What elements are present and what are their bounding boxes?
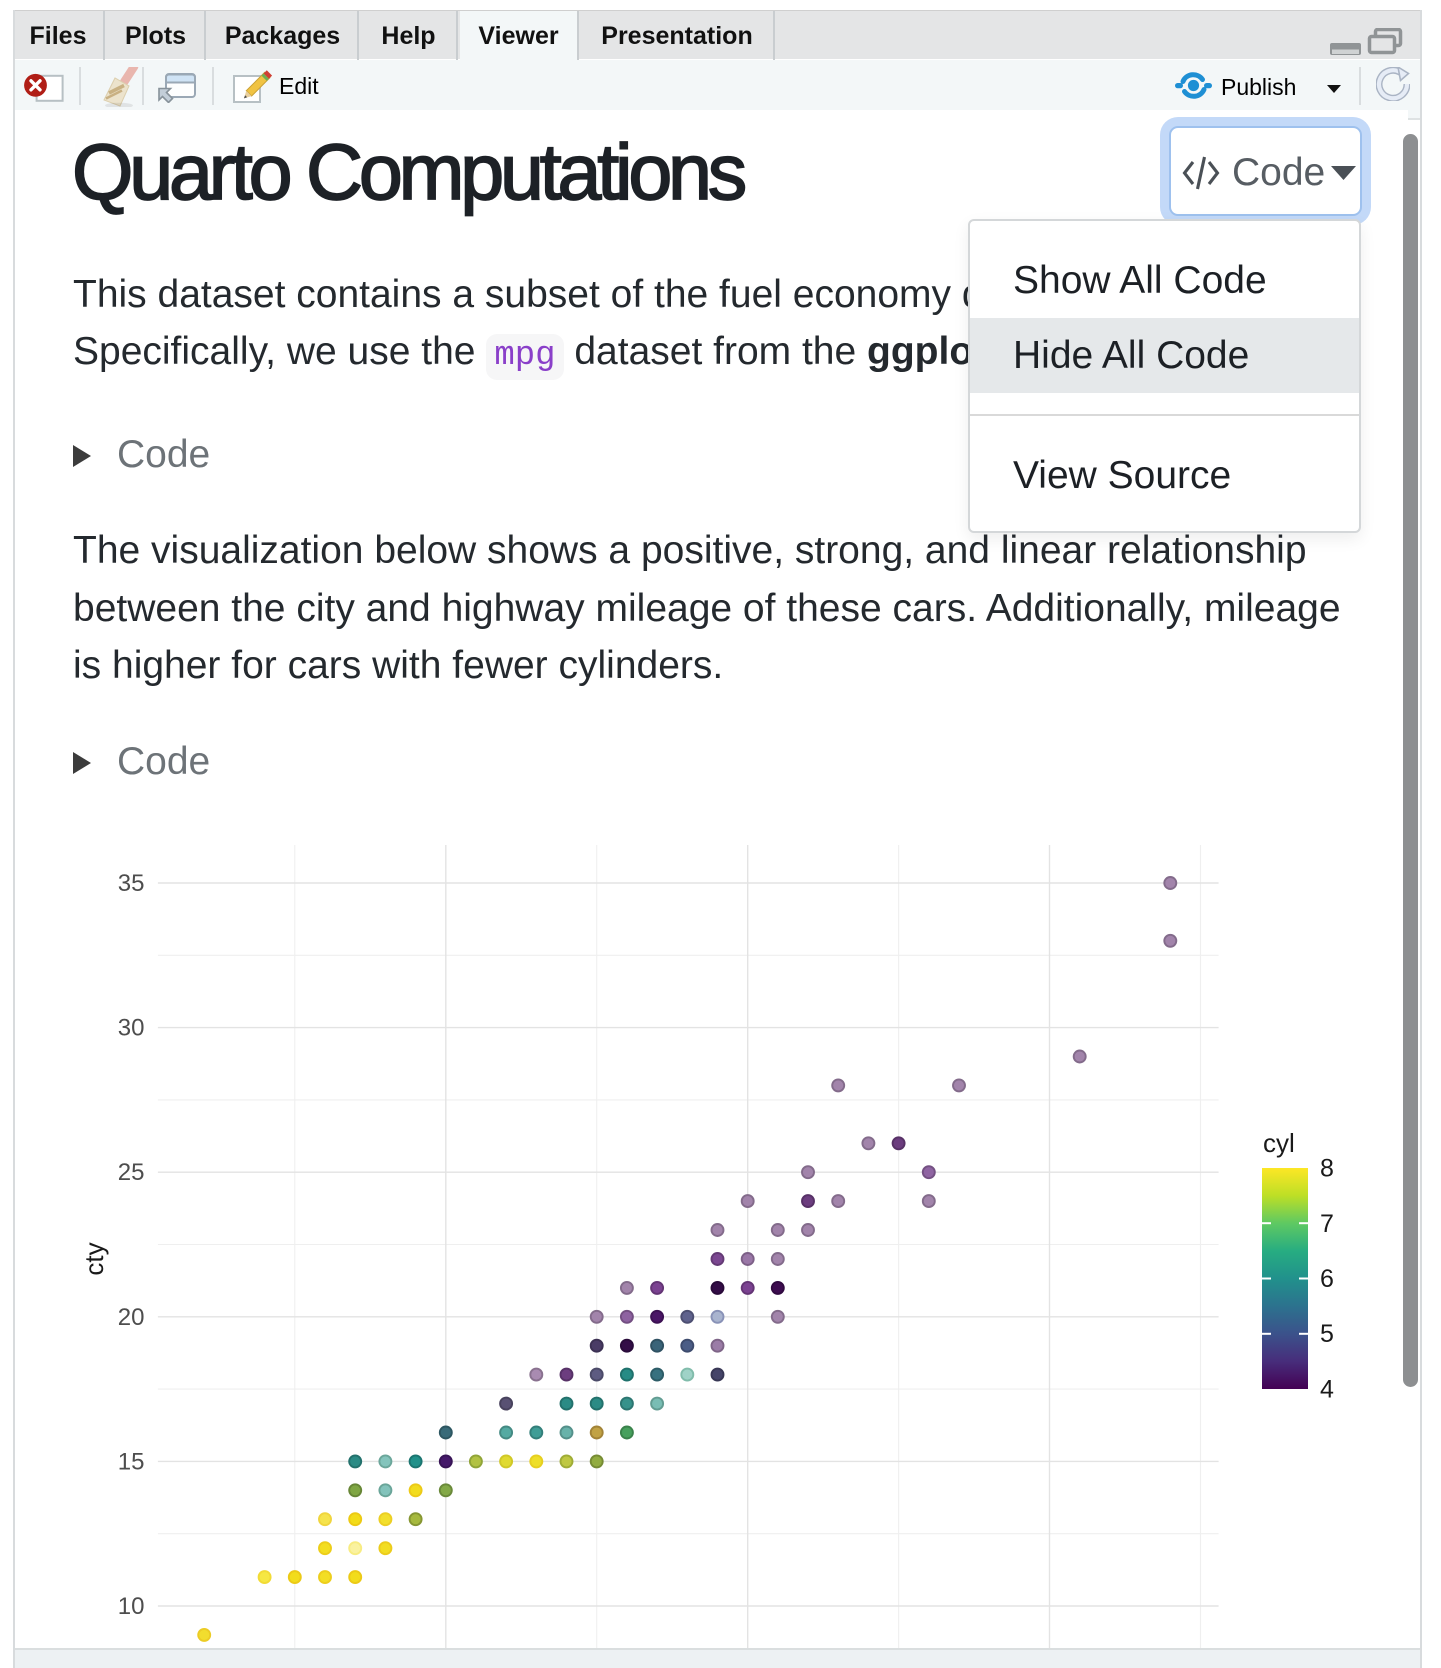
svg-text:10: 10 bbox=[118, 1593, 145, 1620]
svg-text:20: 20 bbox=[118, 1304, 145, 1331]
svg-text:25: 25 bbox=[118, 1159, 145, 1186]
svg-text:cyl: cyl bbox=[1263, 1128, 1295, 1158]
svg-text:15: 15 bbox=[118, 1448, 145, 1475]
svg-text:6: 6 bbox=[1320, 1265, 1334, 1293]
svg-text:30: 30 bbox=[118, 1015, 145, 1042]
svg-text:7: 7 bbox=[1320, 1210, 1334, 1238]
svg-text:8: 8 bbox=[1320, 1155, 1334, 1183]
svg-text:35: 35 bbox=[118, 870, 145, 897]
svg-text:4: 4 bbox=[1320, 1376, 1334, 1404]
svg-text:5: 5 bbox=[1320, 1320, 1334, 1348]
svg-text:cty: cty bbox=[79, 1242, 109, 1275]
